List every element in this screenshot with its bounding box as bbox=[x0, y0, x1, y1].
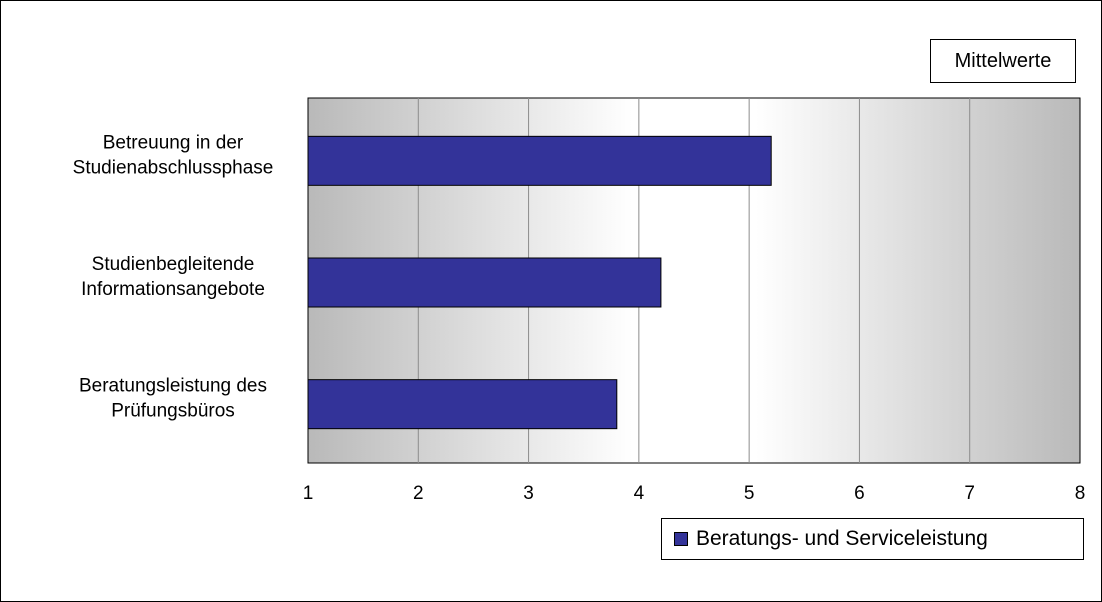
x-tick-label: 3 bbox=[523, 483, 534, 504]
category-label: Studienbegleitende Informationsangebote bbox=[81, 254, 265, 300]
annotation-mittelwerte: Mittelwerte bbox=[930, 39, 1076, 83]
x-tick-label: 2 bbox=[413, 483, 424, 504]
legend-label: Beratungs- und Serviceleistung bbox=[696, 527, 988, 550]
x-tick-label: 6 bbox=[854, 483, 865, 504]
x-tick-label: 4 bbox=[634, 483, 645, 504]
bar bbox=[307, 257, 662, 308]
category-labels: Betreuung in der Studienabschlussphase Stu… bbox=[73, 132, 274, 421]
chart-svg: Betreuung in der Studienabschlussphase Stu… bbox=[73, 97, 1086, 504]
bars bbox=[307, 135, 772, 430]
x-tick-label: 7 bbox=[964, 483, 975, 504]
legend-swatch bbox=[674, 532, 688, 546]
category-label: Betreuung in der Studienabschlussphase bbox=[73, 132, 274, 178]
x-tick-label: 5 bbox=[744, 483, 755, 504]
bar bbox=[307, 135, 772, 186]
category-label: Beratungsleistung des Prüfungsbüros bbox=[79, 376, 267, 422]
x-tick-label: 8 bbox=[1075, 483, 1086, 504]
x-tick-label: 1 bbox=[303, 483, 314, 504]
x-tick-labels: 1 2 3 4 5 6 7 8 bbox=[303, 483, 1086, 504]
legend: Beratungs- und Serviceleistung bbox=[661, 518, 1084, 560]
bar bbox=[307, 379, 618, 430]
